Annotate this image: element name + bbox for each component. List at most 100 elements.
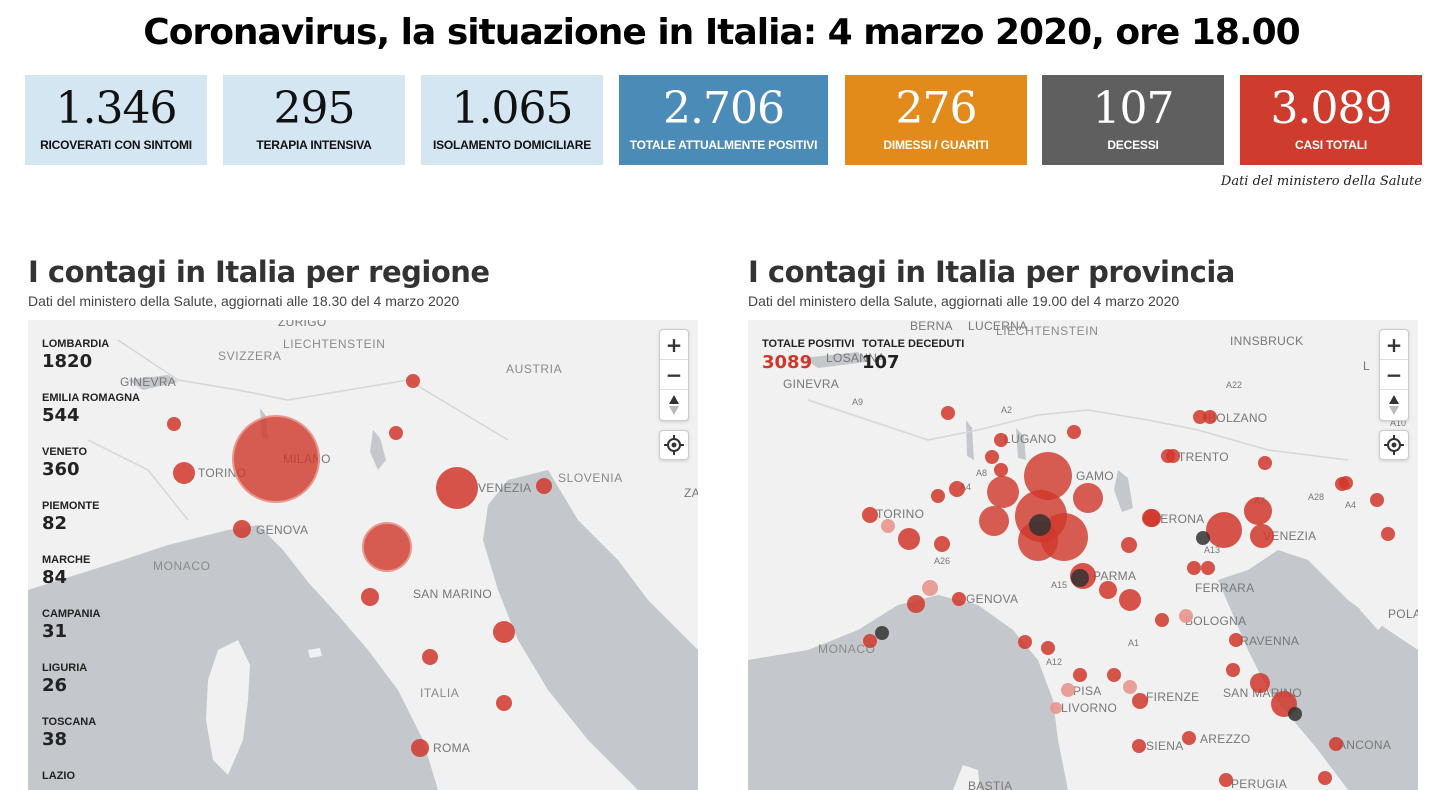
sea-adriatic (483, 470, 698, 790)
province-map-title: I contagi in Italia per provincia (748, 255, 1235, 289)
lake-geneva (803, 352, 866, 368)
stat-value: 1.346 (55, 83, 178, 134)
bubble-treviso (1244, 497, 1272, 525)
legend-item: MARCHE 84 (42, 554, 140, 608)
place-austria-partial: L (1363, 359, 1370, 373)
road-a10: A10 (1390, 418, 1406, 428)
island-elba (308, 648, 322, 658)
road-a8: A8 (976, 468, 987, 478)
bubble-bolzano (1193, 410, 1207, 424)
legend-value: 360 (42, 459, 80, 480)
place-gamo: GAMO (1076, 469, 1114, 483)
bubble-milano (987, 476, 1019, 508)
region-map-subtitle: Dati del ministero della Salute, aggiorn… (28, 293, 460, 309)
road-a26: A26 (934, 556, 950, 566)
bubble-udine (1258, 456, 1272, 470)
road-a22: A22 (1226, 380, 1242, 390)
locate-button[interactable] (659, 430, 689, 460)
zoom-control: + − (659, 329, 689, 421)
death-rimini (1288, 707, 1302, 721)
stat-totale-positivi: 2.706 TOTALE ATTUALMENTE POSITIVI (619, 75, 828, 165)
legend-item: EMILIA ROMAGNA 544 (42, 392, 140, 446)
bubble-massa (1041, 641, 1055, 655)
bubble-brescia (1073, 483, 1103, 513)
legend-value: 82 (42, 513, 68, 534)
bubble-alessandria (931, 489, 945, 503)
bubble-bologna (1155, 613, 1169, 627)
zoom-in-button[interactable]: + (1380, 330, 1408, 360)
place-firenze: FIRENZE (1146, 690, 1199, 704)
legend-region: EMILIA ROMAGNA (42, 392, 140, 404)
stats-bar: 1.346 RICOVERATI CON SINTOMI 295 TERAPIA… (25, 75, 1423, 165)
place-lugano: LUGANO (1004, 432, 1056, 446)
legend-value: 1820 (42, 351, 93, 372)
place-verona: VERONA (1152, 512, 1204, 526)
place-perugia: PERUGIA (1231, 777, 1287, 790)
region-map[interactable]: ZURIGO LIECHTENSTEIN SVIZZERA AUSTRIA GI… (28, 320, 698, 790)
stat-casi-totali: 3.089 CASI TOTALI (1240, 75, 1422, 165)
road-a1: A1 (1128, 638, 1139, 648)
totale-positivi: TOTALE POSITIVI 3089 (762, 338, 855, 373)
legend-region: LIGURIA (42, 662, 88, 674)
zoom-out-button[interactable]: − (1380, 360, 1408, 390)
locate-button[interactable] (1379, 430, 1409, 460)
death-lodi (1029, 514, 1051, 536)
bubble-firenze (1132, 693, 1148, 709)
zoom-control: + − (1379, 329, 1409, 421)
place-austria: AUSTRIA (506, 362, 562, 376)
istria (1358, 570, 1398, 630)
bubble-lecco (1161, 449, 1175, 463)
place-roma: ROMA (433, 741, 470, 755)
stat-value: 3.089 (1270, 83, 1393, 134)
region-legend: LOMBARDIA 1820 EMILIA ROMAGNA 544 VENETO 36… (42, 338, 140, 790)
zoom-out-button[interactable]: − (660, 360, 688, 390)
bubble-forli (1226, 663, 1240, 677)
compass-button[interactable] (1380, 390, 1408, 420)
bubble-reggio (1119, 589, 1141, 611)
bubble-pavia (979, 506, 1009, 536)
place-svizzera: SVIZZERA (218, 349, 281, 363)
bubble-valle-aosta (167, 417, 181, 431)
stat-value: 107 (1092, 83, 1175, 134)
legend-region: LOMBARDIA (42, 338, 110, 350)
legend-item: TOSCANA 38 (42, 716, 140, 770)
bubble-abruzzo (496, 695, 512, 711)
place-bolzano: BOLZANO (1208, 411, 1267, 425)
bubble-modena (1099, 581, 1117, 599)
place-monaco: MONACO (153, 559, 211, 573)
totale-deceduti: TOTALE DECEDUTI 107 (862, 338, 964, 373)
death-imperia (875, 626, 889, 640)
region-map-title: I contagi in Italia per regione (28, 255, 490, 289)
legend-item: LIGURIA 26 (42, 662, 140, 716)
stat-ricoverati: 1.346 RICOVERATI CON SINTOMI (25, 75, 207, 165)
border-line (807, 399, 1349, 461)
death-padova (1196, 531, 1210, 545)
place-slovenia: SLOVENIA (558, 471, 623, 485)
place-ancona: ANCONA (1338, 738, 1391, 752)
place-ginevra: GINEVRA (783, 377, 839, 391)
place-genova: GENOVA (256, 523, 308, 537)
bubble-lucca (1073, 668, 1087, 682)
bubble-marche (493, 621, 515, 643)
legend-item: CAMPANIA 31 (42, 608, 140, 662)
legend-item: VENETO 360 (42, 446, 140, 500)
bubble-toscana (361, 588, 379, 606)
bubble-trentino (389, 426, 403, 440)
legend-value: 84 (42, 567, 68, 588)
bubble-imperia-west (863, 634, 877, 648)
road-a15: A15 (1051, 580, 1067, 590)
zoom-in-button[interactable]: + (660, 330, 688, 360)
stat-label: DECESSI (1107, 138, 1159, 152)
province-map[interactable]: BERNA LUCERNA LIECHTENSTEIN INNSBRUCK LO… (748, 320, 1418, 790)
stat-isolamento: 1.065 ISOLAMENTO DOMICILIARE (421, 75, 603, 165)
lake-como (1016, 428, 1026, 460)
place-venezia: VENEZIA (478, 481, 531, 495)
page-title: Coronavirus, la situazione in Italia: 4 … (143, 12, 1300, 53)
road-a4: A4 (960, 482, 971, 492)
bubble-como (941, 406, 955, 420)
compass-button[interactable] (660, 390, 688, 420)
bubble-alto-adige (406, 374, 420, 388)
province-map-basemap: BERNA LUCERNA LIECHTENSTEIN INNSBRUCK LO… (748, 320, 1418, 790)
stat-decessi: 107 DECESSI (1042, 75, 1224, 165)
lake-garda (370, 430, 386, 470)
